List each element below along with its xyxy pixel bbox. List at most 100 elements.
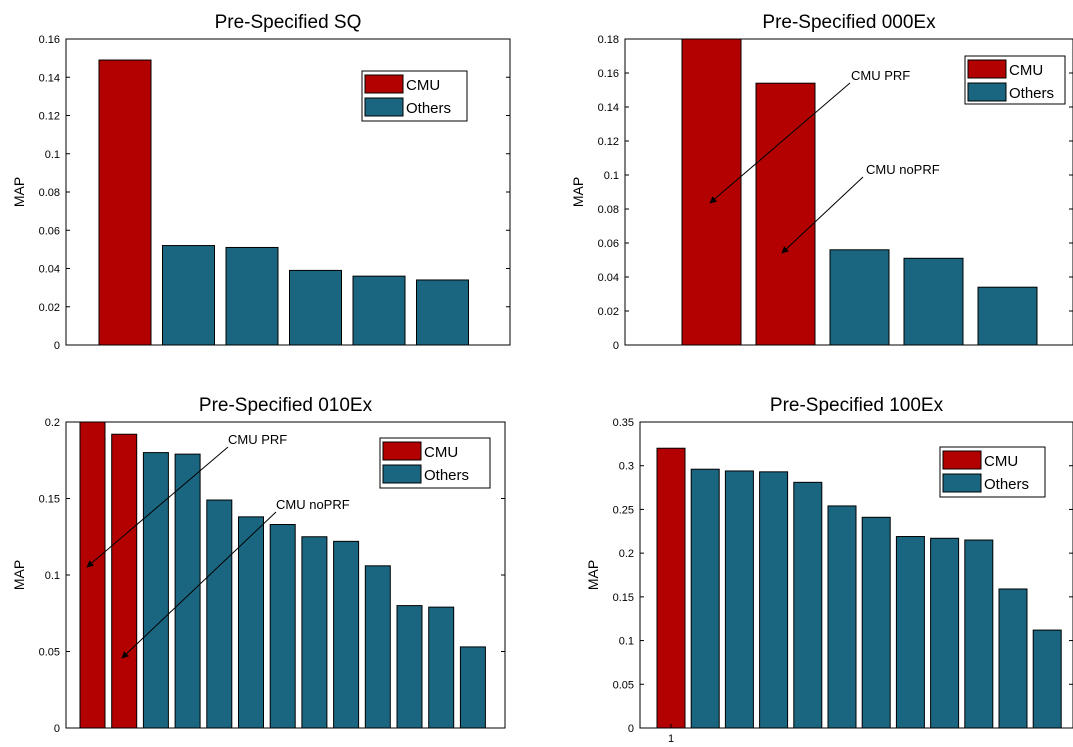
annotation-arrow <box>709 82 851 204</box>
y-tick-label: 0.35 <box>613 417 634 429</box>
legend-label-cmu: CMU <box>1009 62 1043 79</box>
chart-panel-3: Pre-Specified 010Ex MAP 0 0.05 0.1 0.15 0.2 CMU… <box>11 395 506 735</box>
legend-label-cmu: CMU <box>406 77 440 94</box>
legend-label-others: Others <box>1009 85 1054 102</box>
legend-swatch-cmu <box>967 59 1007 79</box>
legend: CMU Others <box>379 437 491 489</box>
legend: CMU Others <box>939 446 1046 498</box>
legend: CMU Others <box>361 70 468 122</box>
y-tick-label: 0.16 <box>39 34 60 46</box>
others-bar <box>998 588 1028 729</box>
annotation-label: CMU noPRF <box>866 162 940 177</box>
others-bar <box>162 245 215 346</box>
y-tick-label: 0.2 <box>619 548 634 560</box>
y-tick-label: 0.06 <box>598 238 619 250</box>
chart-panel-2: Pre-Specified 000Ex MAP 0 0.02 0.04 0.06 0.08 0… <box>570 12 1073 352</box>
y-tick-label: 0.2 <box>45 417 60 429</box>
legend: CMU Others <box>964 55 1066 105</box>
others-bar <box>428 606 455 729</box>
legend-label-others: Others <box>984 476 1029 493</box>
chart-panel-1: Pre-Specified SQ MAP 0 0.02 0.04 0.06 0.08 0.1 0… <box>11 12 511 352</box>
others-bar <box>895 536 925 729</box>
legend-swatch-cmu <box>942 450 982 470</box>
y-tick-label: 0.1 <box>619 636 634 648</box>
others-bar <box>352 275 406 346</box>
legend-label-others: Others <box>406 100 451 117</box>
others-bar <box>174 453 201 729</box>
legend-swatch-others <box>967 82 1007 102</box>
annotation-arrow <box>121 511 277 659</box>
x-tick-label: 1 <box>668 733 674 745</box>
y-tick-label: 0.14 <box>598 102 619 114</box>
y-tick-label: 0.1 <box>45 149 60 161</box>
others-bar <box>333 540 360 729</box>
others-bar <box>459 646 486 729</box>
y-tick-label: 0.05 <box>39 647 60 659</box>
chart-title: Pre-Specified 010Ex <box>199 395 373 416</box>
others-bar <box>861 516 891 729</box>
y-tick-label: 0.15 <box>39 494 60 506</box>
others-bar <box>225 246 279 346</box>
others-bar <box>269 524 296 729</box>
others-bar <box>690 468 720 729</box>
others-bar <box>206 499 233 729</box>
y-tick-label: 0.02 <box>598 306 619 318</box>
y-axis-label: MAP <box>11 560 27 590</box>
others-bar <box>724 470 754 729</box>
annotation-arrow <box>781 176 864 254</box>
others-bar <box>964 539 994 729</box>
y-tick-label: 0.1 <box>604 170 619 182</box>
others-bar <box>416 279 469 346</box>
chart-title: Pre-Specified 000Ex <box>762 12 936 33</box>
y-tick-label: 0 <box>54 340 60 352</box>
y-tick-label: 0.1 <box>45 570 60 582</box>
axes-box <box>639 421 1073 729</box>
y-tick-label: 0.12 <box>39 111 60 123</box>
cmu-bar <box>755 82 816 346</box>
others-bar <box>977 286 1038 346</box>
annotation-label: CMU PRF <box>228 432 287 447</box>
cmu-bar <box>111 433 138 729</box>
others-bar <box>827 505 857 729</box>
others-bar <box>1032 629 1062 729</box>
legend-label-others: Others <box>424 467 469 484</box>
legend-label-cmu: CMU <box>424 444 458 461</box>
legend-swatch-cmu <box>382 441 422 461</box>
legend-label-cmu: CMU <box>984 453 1018 470</box>
y-tick-label: 0.06 <box>39 225 60 237</box>
others-bar <box>142 452 169 729</box>
others-bar <box>793 481 823 729</box>
chart-title: Pre-Specified SQ <box>215 12 362 33</box>
chart-panel-4: Pre-Specified 100Ex MAP 0 0.05 0.1 0.15 0.2 0.2… <box>585 395 1073 745</box>
y-tick-label: 0.16 <box>598 68 619 80</box>
others-bar <box>301 536 328 729</box>
cmu-bar <box>98 59 152 346</box>
y-tick-label: 0.02 <box>39 302 60 314</box>
y-tick-label: 0.14 <box>39 72 60 84</box>
others-bar <box>396 605 423 729</box>
others-bar <box>759 471 789 729</box>
cmu-bar <box>79 421 106 729</box>
y-tick-label: 0.04 <box>598 272 619 284</box>
y-tick-label: 0 <box>54 723 60 735</box>
y-tick-label: 0.08 <box>39 187 60 199</box>
annotation-arrow <box>86 446 229 568</box>
legend-swatch-others <box>364 97 404 117</box>
others-bar <box>829 249 890 346</box>
chart-title: Pre-Specified 100Ex <box>770 395 944 416</box>
others-bar <box>930 537 960 729</box>
y-tick-label: 0 <box>613 340 619 352</box>
y-tick-label: 0.3 <box>619 461 634 473</box>
legend-swatch-others <box>382 464 422 484</box>
others-bar <box>364 565 391 729</box>
axes-box <box>624 38 1073 346</box>
y-tick-label: 0.05 <box>613 679 634 691</box>
annotation-label: CMU noPRF <box>276 497 350 512</box>
legend-swatch-cmu <box>364 74 404 94</box>
others-bar <box>238 516 264 729</box>
others-bar <box>903 257 964 346</box>
y-tick-label: 0.25 <box>613 504 634 516</box>
cmu-bar <box>656 447 686 729</box>
cmu-bar <box>681 38 742 346</box>
